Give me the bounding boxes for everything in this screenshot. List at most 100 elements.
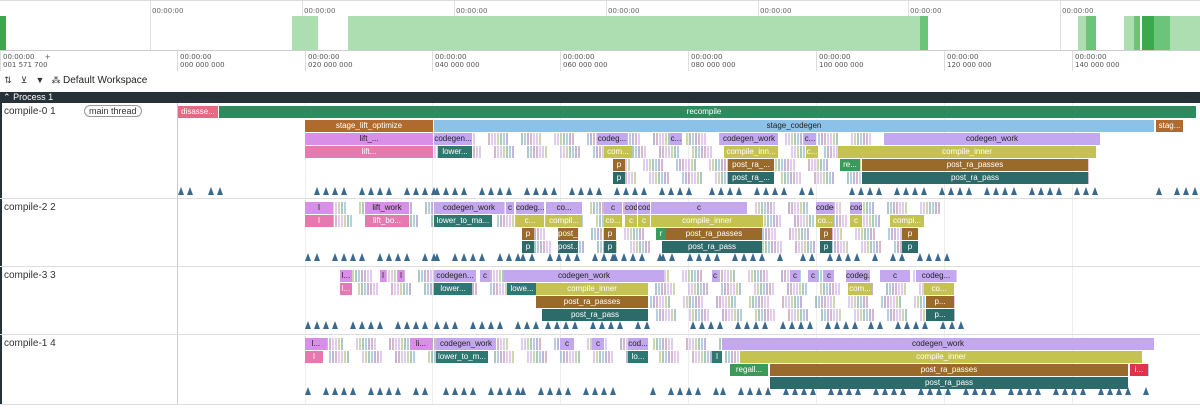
instant-marker[interactable] (314, 253, 320, 261)
slice-l[interactable]: l (380, 270, 386, 282)
instant-marker[interactable] (565, 253, 571, 261)
instant-marker[interactable] (470, 253, 476, 261)
instant-marker[interactable] (413, 187, 419, 195)
instant-marker[interactable] (972, 387, 978, 395)
instant-marker[interactable] (1074, 187, 1080, 195)
instant-marker[interactable] (836, 253, 842, 261)
instant-marker[interactable] (488, 321, 494, 329)
slice-codeg[interactable]: codeg... (816, 202, 834, 214)
slice-codeg[interactable]: codeg... (638, 202, 650, 214)
slice-lower-to-ma[interactable]: lower_to_ma... (434, 215, 492, 227)
instant-marker[interactable] (687, 253, 693, 261)
slice-post[interactable]: post... (558, 241, 578, 253)
instant-marker[interactable] (368, 187, 374, 195)
slice-c[interactable]: c (790, 270, 800, 282)
instant-marker[interactable] (497, 187, 503, 195)
instant-marker[interactable] (187, 187, 193, 195)
slice-com[interactable]: com... (604, 146, 632, 158)
instant-marker[interactable] (404, 321, 410, 329)
instant-marker[interactable] (659, 187, 665, 195)
slice-codegen-work[interactable]: codegen_work (720, 133, 778, 145)
slice-codeg[interactable]: codeg... (516, 202, 544, 214)
instant-marker[interactable] (799, 187, 805, 195)
instant-marker[interactable] (949, 321, 955, 329)
slice-compile-inn[interactable]: compile_inn... (724, 146, 778, 158)
instant-marker[interactable] (608, 321, 614, 329)
instant-marker[interactable] (569, 187, 575, 195)
slice-l[interactable]: l (305, 215, 333, 227)
slice-post-ra-passes[interactable]: post_ra_passes (666, 228, 762, 240)
instant-marker[interactable] (533, 321, 539, 329)
slice-compi[interactable]: compi... (890, 215, 924, 227)
instant-marker[interactable] (1008, 387, 1014, 395)
instant-marker[interactable] (1107, 387, 1113, 395)
slice-c[interactable]: c (506, 202, 514, 214)
instant-marker[interactable] (574, 253, 580, 261)
slice-l[interactable]: l (305, 351, 323, 363)
collapse-all-icon[interactable]: ⇅ (4, 74, 12, 85)
slice-post-ra[interactable]: post_ra_... (728, 159, 774, 171)
instant-marker[interactable] (515, 387, 521, 395)
instant-marker[interactable] (556, 387, 562, 395)
slice-codegen[interactable]: codegen... (434, 133, 472, 145)
slice-p[interactable]: p (604, 228, 616, 240)
instant-marker[interactable] (958, 321, 964, 329)
slice-c[interactable]: c (638, 215, 650, 227)
instant-marker[interactable] (763, 187, 769, 195)
instant-marker[interactable] (350, 253, 356, 261)
instant-marker[interactable] (747, 387, 753, 395)
instant-marker[interactable] (470, 387, 476, 395)
instant-marker[interactable] (632, 187, 638, 195)
slice-lowe[interactable]: lowe... (507, 283, 537, 295)
instant-marker[interactable] (753, 321, 759, 329)
instant-marker[interactable] (601, 253, 607, 261)
instant-marker[interactable] (1056, 187, 1062, 195)
instant-marker[interactable] (520, 387, 526, 395)
instant-marker[interactable] (452, 187, 458, 195)
instant-marker[interactable] (529, 253, 535, 261)
instant-marker[interactable] (900, 387, 906, 395)
instant-marker[interactable] (660, 253, 666, 261)
instant-marker[interactable] (957, 187, 963, 195)
instant-marker[interactable] (810, 387, 816, 395)
slice-c[interactable]: c (712, 270, 718, 282)
instant-marker[interactable] (332, 321, 338, 329)
instant-marker[interactable] (578, 187, 584, 195)
instant-marker[interactable] (506, 253, 512, 261)
instant-marker[interactable] (845, 253, 851, 261)
instant-marker[interactable] (668, 187, 674, 195)
slice-c[interactable]: c (651, 202, 747, 214)
slice-post-ra-pass[interactable]: post_ra_pass (662, 241, 762, 253)
instant-marker[interactable] (341, 187, 347, 195)
instant-marker[interactable] (858, 187, 864, 195)
instant-marker[interactable] (599, 321, 605, 329)
slice-co[interactable]: co... (924, 283, 954, 295)
instant-marker[interactable] (1011, 187, 1017, 195)
instant-marker[interactable] (945, 387, 951, 395)
instant-marker[interactable] (434, 253, 440, 261)
instant-marker[interactable] (452, 387, 458, 395)
slice-c[interactable]: c (808, 270, 818, 282)
slice-cod[interactable]: cod... (628, 338, 648, 350)
slice-l[interactable]: l... (305, 338, 327, 350)
instant-marker[interactable] (765, 387, 771, 395)
instant-marker[interactable] (1026, 387, 1032, 395)
instant-marker[interactable] (1035, 387, 1041, 395)
instant-marker[interactable] (781, 187, 787, 195)
instant-marker[interactable] (488, 387, 494, 395)
instant-marker[interactable] (872, 253, 878, 261)
instant-marker[interactable] (1080, 387, 1086, 395)
instant-marker[interactable] (834, 321, 840, 329)
instant-marker[interactable] (554, 321, 560, 329)
instant-marker[interactable] (341, 387, 347, 395)
slice-p[interactable]: p (902, 228, 918, 240)
instant-marker[interactable] (583, 387, 589, 395)
slice-post-ra-passes[interactable]: post_ra_passes (536, 296, 648, 308)
slice-l[interactable]: l... (340, 283, 352, 295)
instant-marker[interactable] (641, 187, 647, 195)
slice-l[interactable]: l... (340, 270, 352, 282)
slice-com[interactable]: com... (848, 283, 872, 295)
instant-marker[interactable] (807, 321, 813, 329)
slice-p[interactable]: p... (926, 296, 954, 308)
slice-post-ra-passes[interactable]: post_ra_passes (770, 364, 1128, 376)
